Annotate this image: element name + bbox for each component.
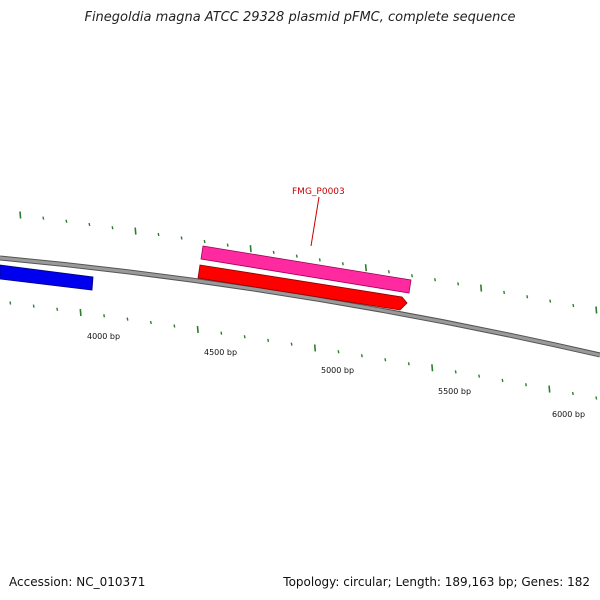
tick-mark	[134, 227, 137, 235]
tick-mark	[79, 308, 82, 317]
tick-mark	[203, 239, 206, 244]
tick-mark	[157, 232, 160, 237]
tick-mark	[220, 331, 223, 335]
tick-mark	[65, 219, 68, 223]
tick-mark	[434, 278, 436, 282]
scale-label-6000: 6000 bp	[552, 410, 585, 419]
tick-mark	[478, 374, 481, 378]
map-title: Finegoldia magna ATCC 29328 plasmid pFMC…	[84, 10, 516, 25]
topology-summary: Topology: circular; Length: 189,163 bp; …	[283, 575, 590, 589]
tick-mark	[32, 304, 35, 308]
accession-text: Accession: NC_010371	[9, 575, 146, 589]
gene-callout-line	[310, 196, 320, 247]
gene-callout-label: FMG_P0003	[292, 187, 345, 197]
tick-mark	[595, 306, 598, 314]
tick-mark	[341, 262, 344, 266]
gene-red-arrow[interactable]	[197, 264, 408, 311]
scale-label-4000: 4000 bp	[87, 332, 120, 341]
tick-mark	[249, 245, 252, 253]
tick-mark	[364, 264, 367, 272]
tick-mark	[126, 317, 129, 321]
tick-mark	[243, 335, 246, 339]
tick-mark	[103, 314, 106, 318]
outer-tick-row	[19, 211, 598, 314]
tick-mark	[272, 250, 275, 255]
tick-mark	[431, 364, 434, 372]
tick-mark	[572, 303, 575, 308]
tick-mark	[226, 243, 229, 247]
tick-mark	[180, 236, 183, 240]
tick-mark	[503, 290, 506, 295]
tick-mark	[549, 299, 552, 303]
gene-blue[interactable]	[0, 264, 94, 291]
tick-mark	[501, 378, 504, 383]
tick-mark	[571, 391, 574, 396]
scale-label-5000: 5000 bp	[321, 366, 354, 375]
tick-mark	[267, 338, 270, 343]
tick-mark	[595, 396, 598, 400]
tick-mark	[457, 282, 460, 286]
tick-mark	[407, 362, 410, 366]
tick-mark	[42, 216, 45, 220]
tick-mark	[88, 222, 91, 227]
inner-tick-row	[9, 301, 598, 400]
tick-mark	[173, 324, 176, 328]
tick-mark	[548, 385, 551, 393]
tick-mark	[337, 350, 340, 354]
plasmid-backbone-highlight	[0, 256, 600, 357]
tick-mark	[149, 320, 152, 325]
tick-mark	[196, 325, 199, 334]
tick-mark	[526, 295, 529, 299]
tick-mark	[387, 270, 390, 274]
tick-mark	[313, 344, 317, 352]
tick-mark	[295, 254, 298, 258]
tick-mark	[290, 342, 293, 346]
tick-mark	[360, 354, 363, 358]
tick-mark	[411, 274, 413, 278]
tick-mark	[19, 211, 22, 219]
tick-mark	[454, 370, 457, 374]
tick-mark	[480, 284, 483, 292]
tick-mark	[318, 258, 321, 262]
gene-magenta[interactable]	[200, 245, 412, 294]
tick-mark	[56, 307, 59, 311]
tick-mark	[111, 226, 114, 230]
tick-mark	[525, 383, 527, 387]
scale-label-4500: 4500 bp	[204, 348, 237, 357]
tick-mark	[384, 358, 387, 362]
scale-label-5500: 5500 bp	[438, 387, 471, 396]
tick-mark	[9, 301, 12, 305]
